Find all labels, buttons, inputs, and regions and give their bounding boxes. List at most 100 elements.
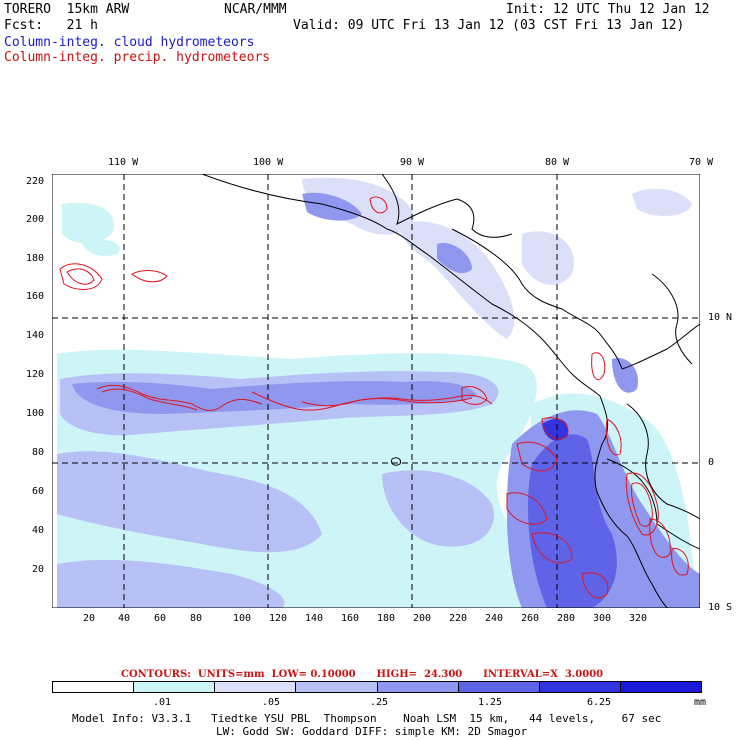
model-info-line1: Model Info: V3.3.1 Tiedtke YSU PBL Thomp… <box>72 712 662 725</box>
color-bar-unit: mm <box>694 697 707 708</box>
yucatan-coast <box>381 174 513 238</box>
y-tick: 160 <box>26 291 45 302</box>
x-tick: 320 <box>629 613 648 624</box>
contour-line <box>531 532 573 564</box>
caribbean-island <box>651 273 693 365</box>
x-tick: 280 <box>557 613 576 624</box>
cloud-cell <box>612 358 638 393</box>
contour-line <box>131 270 168 283</box>
cloud-area-light <box>522 231 574 285</box>
y-tick: 200 <box>26 214 45 225</box>
y-tick: 140 <box>26 330 45 341</box>
y-tick: 180 <box>26 253 45 264</box>
south-cloud <box>57 559 285 608</box>
se-convection-core <box>542 418 568 441</box>
color-bar-label: .05 <box>262 697 281 708</box>
lat-label: 0 <box>708 457 715 468</box>
contour-line <box>649 518 671 558</box>
central-america-coast <box>451 228 623 370</box>
cloud-cell <box>437 243 472 274</box>
cloud-area-light <box>401 221 515 339</box>
contour-line <box>96 384 263 411</box>
lon-label: 70 W <box>689 157 714 168</box>
organization-label: NCAR/MMM <box>224 2 287 17</box>
color-bar-label: .25 <box>370 697 389 708</box>
precip-contours <box>59 196 689 599</box>
contour-line <box>541 417 569 440</box>
color-bin <box>296 682 378 692</box>
lon-label: 110 W <box>108 157 139 168</box>
color-bar-label: .01 <box>153 697 172 708</box>
color-bar <box>52 681 702 693</box>
color-bin <box>458 682 540 692</box>
x-tick: 120 <box>269 613 288 624</box>
model-title: TORERO 15km ARW <box>4 2 130 17</box>
colombia-coast <box>594 395 668 608</box>
color-bar-label: 6.25 <box>587 697 612 708</box>
south-america-border <box>621 323 700 370</box>
mexico-coast <box>201 174 601 397</box>
galapagos <box>391 457 401 466</box>
contour-line <box>301 397 473 407</box>
contour-line <box>369 196 388 214</box>
color-bin <box>620 682 701 692</box>
lat-label: 10 N <box>708 312 733 323</box>
south-cloud <box>57 451 322 553</box>
color-bin <box>134 682 216 692</box>
south-cloud <box>382 470 494 547</box>
field-precip-label: Column-integ. precip. hydrometeors <box>4 50 271 65</box>
contour-line <box>101 388 198 411</box>
x-tick: 40 <box>118 613 131 624</box>
color-bin <box>539 682 621 692</box>
contour-line <box>461 386 488 405</box>
x-tick: 100 <box>233 613 252 624</box>
lon-label: 80 W <box>545 157 570 168</box>
cloud-area-light <box>62 202 114 244</box>
contour-line <box>66 268 95 285</box>
x-tick: 300 <box>593 613 612 624</box>
x-tick: 160 <box>341 613 360 624</box>
valid-time: Valid: 09 UTC Fri 13 Jan 12 (03 CST Fri … <box>293 18 685 33</box>
contour-line <box>581 572 609 599</box>
color-bin <box>377 682 459 692</box>
x-tick: 260 <box>521 613 540 624</box>
peru-border <box>656 523 700 550</box>
x-tick: 220 <box>449 613 468 624</box>
y-tick: 100 <box>26 408 45 419</box>
y-tick: 60 <box>32 486 45 497</box>
x-tick: 200 <box>413 613 432 624</box>
contour-line <box>59 263 103 290</box>
cloud-area-light <box>302 177 414 235</box>
map-panel <box>52 174 700 608</box>
init-time: Init: 12 UTC Thu 12 Jan 12 <box>506 2 710 17</box>
lon-label: 100 W <box>253 157 284 168</box>
lat-label: 10 S <box>708 602 733 613</box>
x-tick: 180 <box>377 613 396 624</box>
coastlines <box>201 174 700 608</box>
x-tick: 140 <box>305 613 324 624</box>
contour-line <box>625 472 659 536</box>
y-tick: 120 <box>26 369 45 380</box>
contour-line <box>506 492 548 525</box>
contour-line <box>516 441 558 472</box>
lon-label: 90 W <box>400 157 425 168</box>
itcz-core <box>72 381 477 414</box>
x-tick: 240 <box>485 613 504 624</box>
x-tick: 60 <box>154 613 167 624</box>
colombia-border <box>626 403 700 520</box>
color-bar-label: 1.25 <box>478 697 503 708</box>
y-tick: 220 <box>26 176 45 187</box>
cloud-area-light <box>632 188 692 216</box>
cloud-area-light <box>82 239 120 256</box>
color-bin <box>53 682 135 692</box>
contour-line <box>671 548 689 576</box>
y-tick: 20 <box>32 564 45 575</box>
field-cloud-label: Column-integ. cloud hydrometeors <box>4 35 255 50</box>
contours-info: CONTOURS: UNITS=mm LOW= 0.10000 HIGH= 24… <box>121 669 604 680</box>
y-tick: 40 <box>32 525 45 536</box>
contour-line <box>605 418 622 456</box>
x-tick: 20 <box>83 613 96 624</box>
x-tick: 80 <box>190 613 203 624</box>
contour-line <box>591 352 606 381</box>
forecast-hour: Fcst: 21 h <box>4 18 98 33</box>
